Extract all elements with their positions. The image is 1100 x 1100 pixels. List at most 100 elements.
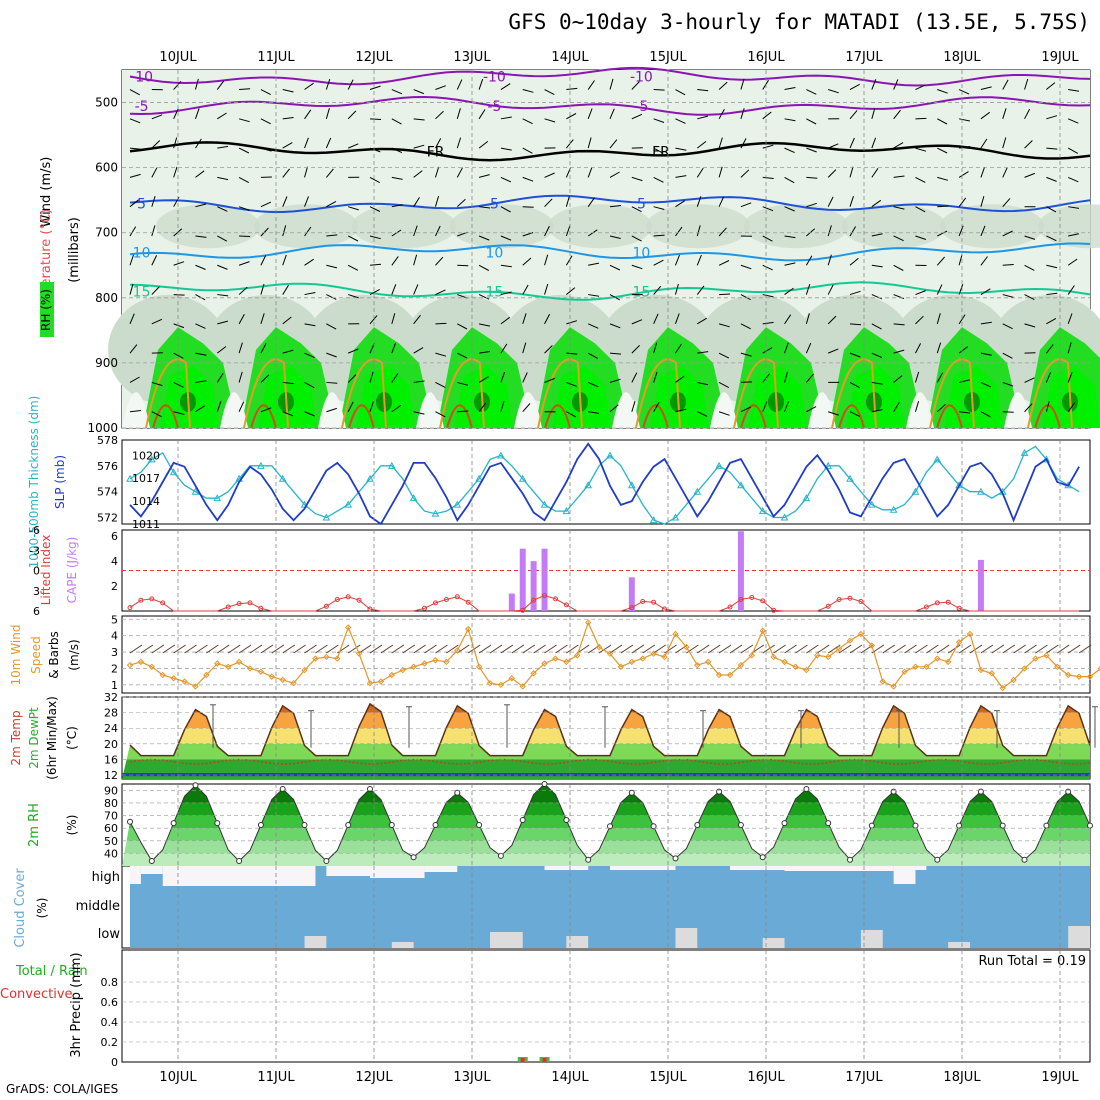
wind-barb	[1002, 294, 1014, 298]
wind10-barb	[347, 644, 361, 654]
wind10-barb	[1024, 644, 1037, 654]
lifted-index-marker	[367, 606, 373, 612]
wind-barb	[238, 371, 243, 383]
wind10-barb	[566, 644, 579, 654]
wind-barb	[1002, 323, 1013, 330]
lifted-index-marker	[443, 597, 449, 602]
isotherm-20-arc	[831, 358, 877, 429]
lifted-index-marker	[422, 605, 427, 611]
precip-tick-label: 0.2	[101, 1036, 119, 1049]
dewpoint-line	[129, 758, 1091, 765]
thickness-tick-label: 576	[97, 460, 118, 473]
wind-barb	[347, 401, 354, 412]
wind-barb	[457, 410, 469, 413]
wind-barb	[129, 410, 141, 413]
temp-tick-label: 12	[104, 769, 118, 782]
wind-speed-marker	[901, 668, 908, 675]
slp-tick-label: 1020	[132, 449, 160, 462]
wind-barb	[914, 371, 920, 383]
wind-speed-marker	[246, 665, 254, 672]
wind-barb	[173, 323, 185, 329]
wind-barb	[304, 166, 308, 178]
cape-tick-label: 2	[111, 580, 118, 593]
rh-dry-gap	[612, 392, 640, 428]
lifted-index-marker	[127, 605, 133, 611]
wind-speed-marker	[181, 678, 188, 685]
wind-speed-marker	[1021, 665, 1028, 672]
wind-barb	[1002, 167, 1008, 178]
wind-barb	[674, 283, 679, 295]
wind-speed-marker	[890, 683, 897, 690]
bottom-date-label: 13JUL	[453, 1070, 491, 1085]
wind-speed-marker	[1097, 666, 1100, 671]
wind-barb	[565, 255, 573, 266]
wind-barb	[871, 168, 879, 178]
rh-dry-gap	[220, 392, 248, 428]
bottom-date-label: 18JUL	[943, 1070, 981, 1085]
wind10-barb	[500, 644, 514, 654]
isotherm-label: 15	[485, 284, 503, 300]
temp2m-axis-label: 2m Temp	[9, 710, 23, 765]
wind-barb	[849, 381, 860, 389]
wind10-barb	[293, 644, 306, 654]
wind-barb	[347, 79, 354, 90]
wind-barb	[849, 352, 861, 358]
wind10-barb	[926, 644, 939, 654]
wind-barb	[871, 323, 882, 330]
wind-barb	[260, 255, 267, 266]
wind-barb	[828, 411, 839, 416]
cloud-high-block	[370, 866, 425, 878]
rh-marker	[170, 820, 177, 827]
wind-barb	[369, 315, 378, 325]
wind-barb	[849, 257, 859, 266]
wind-barb	[151, 411, 162, 418]
wind-barb	[500, 116, 512, 120]
wind-speed-marker	[508, 675, 516, 682]
temp-line	[129, 702, 1091, 757]
wind10-barb	[216, 644, 230, 654]
wind-speed-marker	[857, 630, 865, 638]
wind-barb	[762, 176, 774, 179]
wind-barb	[740, 169, 750, 178]
cloud-high-block	[162, 866, 316, 886]
wind-barb	[936, 404, 946, 413]
wind10-barb	[456, 644, 470, 654]
wind-barb	[369, 288, 380, 296]
wind-barb	[936, 372, 944, 383]
wind-barb	[173, 137, 178, 149]
wind-barb	[609, 235, 621, 239]
wind-barb	[674, 313, 680, 325]
wind-barb	[1068, 89, 1080, 92]
lifted-index-marker	[149, 596, 155, 602]
wind-barb	[304, 292, 316, 296]
wind-barb	[893, 349, 905, 354]
wind-speed-marker	[868, 642, 876, 649]
wind-tick-label: 5	[111, 613, 118, 626]
wind10-barb	[424, 644, 437, 654]
wind-barb	[784, 287, 794, 295]
rh-marker	[323, 858, 330, 864]
wind-speed-marker	[923, 663, 930, 670]
wind-barb	[195, 352, 207, 356]
wind-barb	[653, 285, 662, 295]
isotherm-label: 5	[490, 196, 499, 212]
wind-barb	[697, 381, 709, 386]
rh-dry-gap	[416, 392, 444, 428]
lifted-index-marker	[836, 597, 842, 602]
wind10-barb	[620, 644, 634, 654]
wind10-barb	[795, 644, 808, 654]
wind-barb	[587, 137, 592, 149]
wind-speed-marker	[486, 679, 494, 687]
wind-barb	[958, 379, 970, 383]
rh-dry-gap	[710, 392, 738, 428]
wind-barb	[915, 315, 924, 325]
wind-speed-marker	[1064, 671, 1072, 679]
cape-bar	[541, 548, 548, 611]
wind-barb	[937, 205, 949, 208]
wind-speed-marker	[803, 666, 810, 674]
wind-barb	[871, 352, 883, 359]
lifted-index-marker	[858, 599, 864, 604]
wind10-barb	[1046, 644, 1059, 654]
lifted-index-marker	[825, 603, 831, 609]
